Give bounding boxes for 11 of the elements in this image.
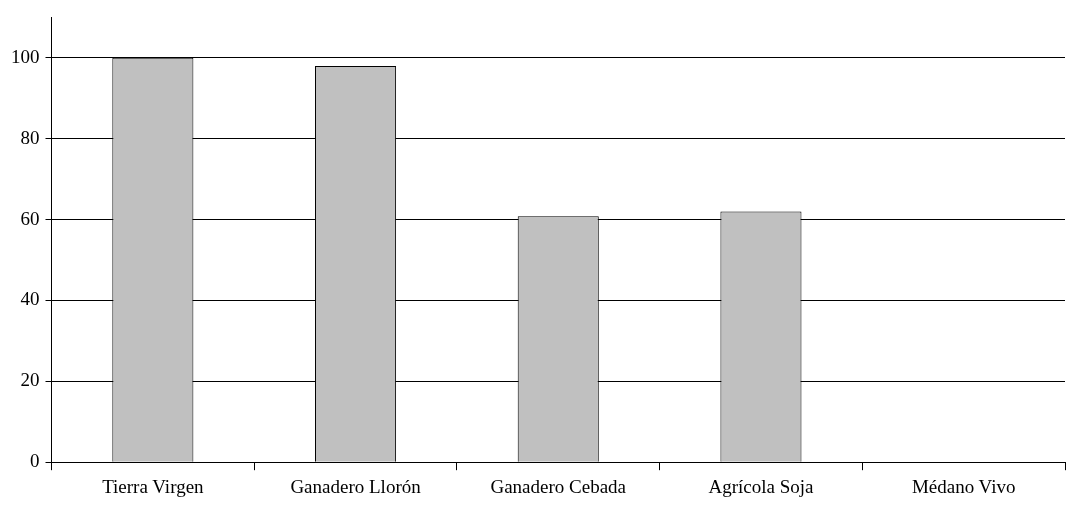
x-tick-label: Ganadero Cebada: [490, 475, 627, 497]
y-tick-label: 0: [30, 450, 40, 472]
x-tick-label: Agrícola Soja: [708, 475, 815, 497]
y-tick-label: 100: [11, 45, 40, 67]
y-tick-label: 80: [20, 126, 40, 148]
x-tick-label: Ganadero Llorón: [290, 475, 422, 497]
y-tick-label: 20: [20, 369, 40, 391]
x-tick-label: Médano Vivo: [911, 475, 1016, 497]
y-tick-label: 60: [20, 207, 40, 229]
x-tick-label: Tierra Virgen: [102, 475, 205, 497]
y-tick-label: 40: [20, 288, 40, 310]
